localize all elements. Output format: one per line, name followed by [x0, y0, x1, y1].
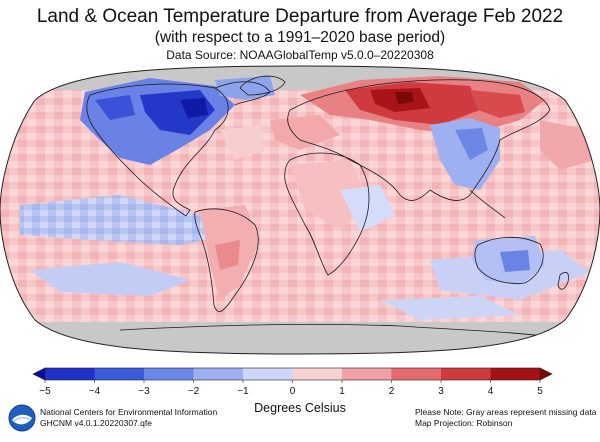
colorbar-tick-label: 3 [438, 386, 444, 397]
map-title: Land & Ocean Temperature Departure from … [36, 6, 564, 27]
colorbar-tick-label: −4 [89, 386, 101, 397]
colorbar-segment [193, 368, 244, 380]
footer-projection: Map Projection: Robinson [415, 418, 513, 428]
north-america-outline [86, 83, 229, 217]
colorbar-tick-label: 5 [537, 386, 543, 397]
colorbar-tick-label: 4 [488, 386, 494, 397]
colorbar-min-arrow [32, 367, 46, 381]
colorbar-segment [441, 368, 491, 380]
map-subtitle: (with respect to a 1991–2020 base period… [154, 29, 446, 46]
colorbar-tick-label: −2 [188, 386, 200, 397]
colorbar-title: Degrees Celsius [254, 401, 346, 415]
eurasia-outline [287, 79, 551, 201]
colorbar-segment [342, 368, 392, 380]
colorbar-tick-label: −1 [237, 386, 249, 397]
colorbar-segment [292, 368, 343, 380]
colorbar-tick-label: 0 [290, 386, 296, 397]
footer-missing-note: Please Note: Gray areas represent missin… [415, 407, 597, 417]
colorbar-segment [144, 368, 194, 380]
antarctica-outline [119, 323, 561, 339]
colorbar-segment [243, 368, 293, 380]
colorbar-segment [391, 368, 442, 380]
colorbar-max-arrow [539, 367, 553, 381]
colorbar-segment [490, 368, 541, 380]
footer-org: National Centers for Environmental Infor… [40, 407, 218, 417]
coastlines [86, 75, 569, 339]
colorbar-tick-label: 2 [389, 386, 395, 397]
noaa-logo [8, 404, 36, 432]
footer-dataset: GHCNM v4.0.1.20220307.qfe [40, 418, 152, 428]
colorbar-segment [94, 368, 145, 380]
data-source: Data Source: NOAAGlobalTemp v5.0.0–20220… [166, 48, 434, 62]
south-america-outline [194, 208, 259, 312]
colorbar-tick-label: 1 [339, 386, 345, 397]
colorbar-tick-label: −3 [138, 386, 150, 397]
globe-border [0, 65, 600, 355]
africa-outline [284, 152, 370, 276]
pacific-cool-band [20, 195, 230, 245]
australia-outline [474, 236, 544, 284]
greenland-outline [239, 75, 286, 96]
colorbar-segment [45, 368, 95, 380]
colorbar-tick-label: −5 [39, 386, 51, 397]
